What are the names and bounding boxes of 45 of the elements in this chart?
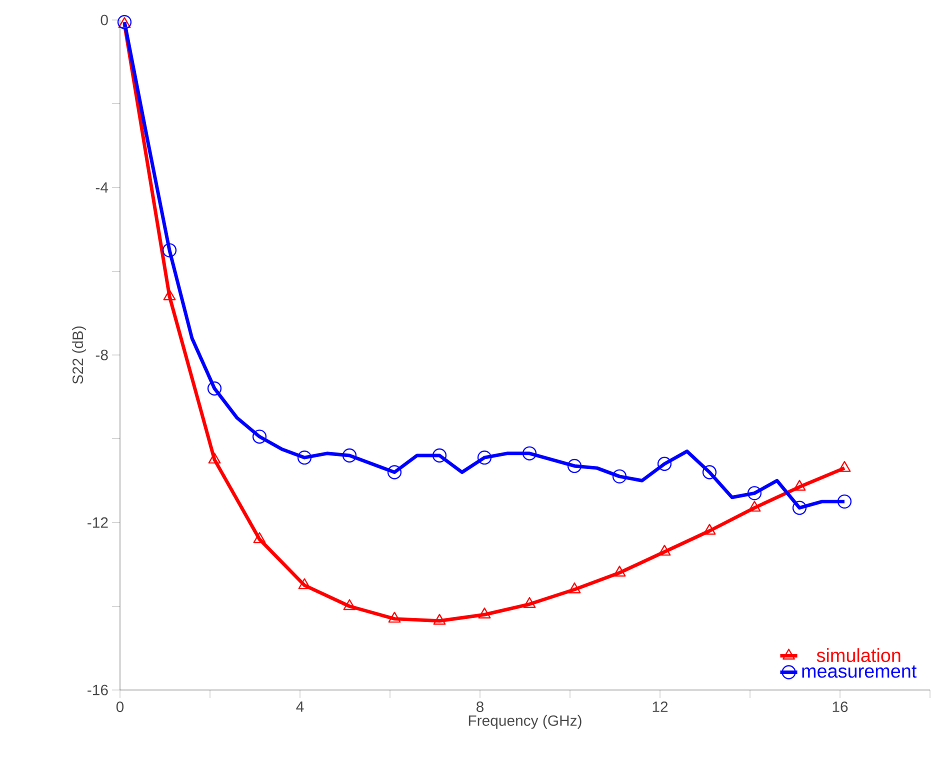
point <box>748 500 761 512</box>
point <box>747 486 762 500</box>
point <box>567 458 582 474</box>
point <box>658 544 671 556</box>
x-tick-label: 8 <box>476 701 484 712</box>
x-tick-label: 4 <box>296 701 304 712</box>
point <box>477 450 492 465</box>
x-tick-label: 12 <box>652 701 668 712</box>
point <box>253 532 266 544</box>
point <box>522 446 537 460</box>
y-tick-label: -16 <box>88 684 108 696</box>
point <box>568 582 581 594</box>
point <box>657 456 672 471</box>
point <box>613 566 626 577</box>
x-tick-label: 16 <box>832 701 848 712</box>
point <box>838 460 851 472</box>
point <box>162 243 177 258</box>
x-tick-label: 0 <box>116 701 124 712</box>
point <box>523 597 536 608</box>
point <box>793 480 806 491</box>
y-tick-label: 0 <box>100 14 108 26</box>
point <box>342 448 357 463</box>
point <box>612 469 627 484</box>
point <box>207 381 222 396</box>
point <box>387 465 402 480</box>
point <box>343 599 356 610</box>
point <box>432 448 447 463</box>
y-tick-label: -8 <box>96 350 108 360</box>
point <box>388 612 401 623</box>
point <box>702 465 717 480</box>
y-axis-title: S22 (dB) <box>72 326 86 384</box>
point <box>837 494 852 509</box>
y-tick-label: -4 <box>96 182 108 193</box>
legend-label: simulation <box>816 648 900 662</box>
x-axis-title: Frequency (GHz) <box>468 714 582 729</box>
point <box>208 452 221 464</box>
point <box>252 430 267 444</box>
y-tick-label: -12 <box>88 517 108 528</box>
point <box>297 450 312 465</box>
point <box>792 500 807 515</box>
point <box>703 524 716 535</box>
point <box>433 614 446 625</box>
point <box>478 608 491 618</box>
point <box>298 578 311 590</box>
legend-label: measurement <box>802 665 917 678</box>
